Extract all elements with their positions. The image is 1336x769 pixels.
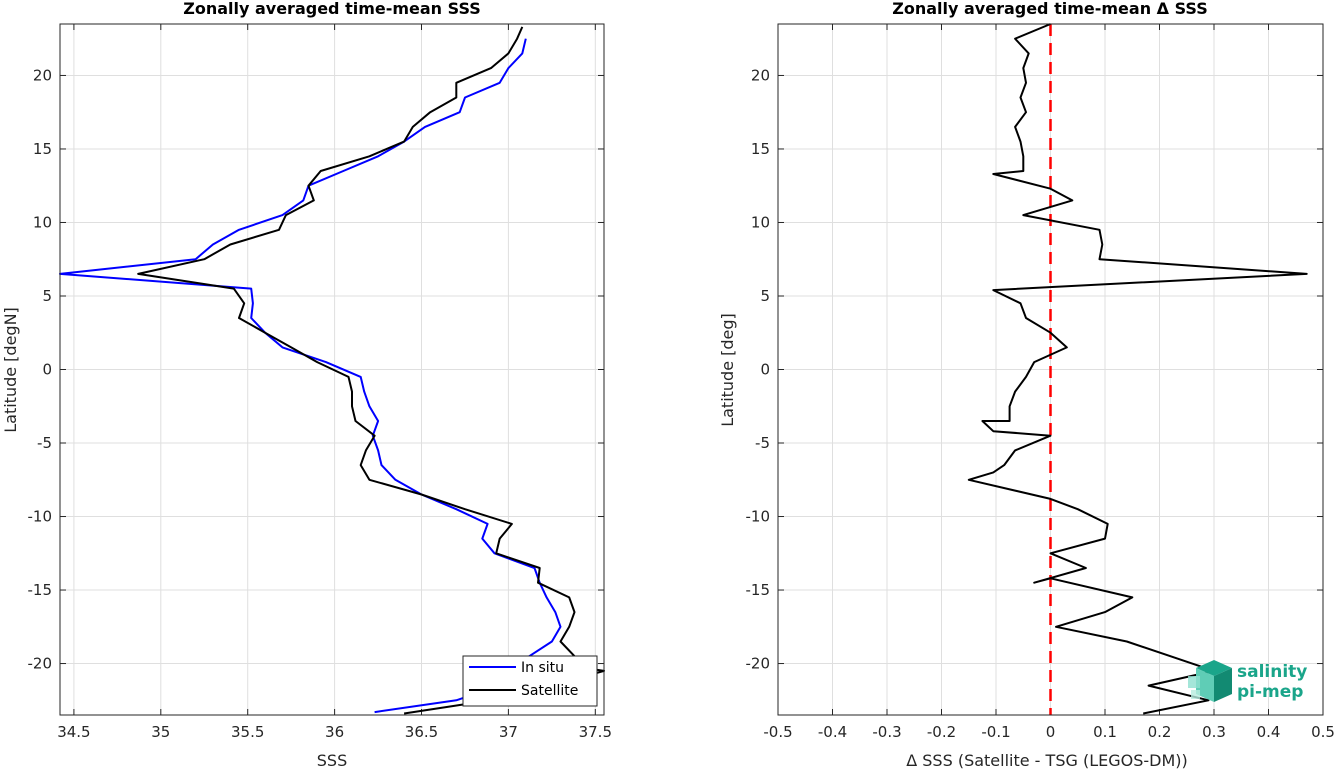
right-y-tick-label: 20 (751, 66, 770, 84)
right-series (967, 23, 1308, 715)
right-x-tick-label: 0.1 (1093, 723, 1117, 741)
left-y-tick-label: 0 (42, 361, 52, 379)
left-series-line-in-situ (59, 38, 562, 714)
right-x-tick-label: 0.5 (1311, 723, 1335, 741)
left-x-tick-label: 35 (151, 723, 170, 741)
left-y-tick-label: 5 (42, 287, 52, 305)
right-x-tick-label: -0.5 (763, 723, 792, 741)
left-x-tick-label: 34.5 (57, 723, 90, 741)
left-series-line-satellite (137, 26, 605, 715)
left-ticks: 34.5 35 35.5 36 36.5 37 37.5 -20 -15 -10 -5 0 5 10 15 2… (28, 24, 612, 741)
left-y-tick-label: 20 (33, 66, 52, 84)
left-x-tick-label: 35.5 (231, 723, 264, 741)
right-chart-title: Zonally averaged time-mean Δ SSS (892, 0, 1208, 18)
panel-delta-sss: Zonally averaged time-mean Δ SSS -0.5 -0.… (718, 0, 1335, 769)
left-x-tick-label: 37.5 (579, 723, 612, 741)
legend: In situ Satellite (462, 655, 598, 707)
right-y-tick-label: -20 (746, 655, 771, 673)
salinity-pi-mep-logo: salinity pi-mep (1188, 660, 1307, 702)
right-x-tick-label: -0.4 (818, 723, 847, 741)
right-y-tick-label: 10 (751, 213, 770, 231)
left-y-tick-label: -10 (28, 508, 53, 526)
left-y-tick-label: -15 (28, 581, 53, 599)
right-y-tick-label: -5 (755, 434, 770, 452)
left-axes-box (59, 23, 605, 716)
right-x-tick-label: 0.2 (1148, 723, 1172, 741)
left-chart-title: Zonally averaged time-mean SSS (183, 0, 481, 18)
legend-label-in-situ: In situ (521, 660, 564, 676)
left-y-tick-label: 15 (33, 140, 52, 158)
right-y-axis-label: Latitude [deg] (718, 313, 737, 427)
left-series (59, 26, 605, 715)
right-ticks: -0.5 -0.4 -0.3 -0.2 -0.1 0 0.1 0.2 0.3 0.4 0.5 -20 -… (746, 24, 1335, 741)
right-y-tick-label: 5 (760, 287, 770, 305)
left-y-tick-label: -20 (28, 655, 53, 673)
right-x-tick-label: 0.4 (1257, 723, 1281, 741)
legend-label-satellite: Satellite (521, 683, 578, 699)
right-axes-box (777, 23, 1324, 716)
right-x-tick-label: 0.3 (1202, 723, 1226, 741)
left-y-tick-label: 10 (33, 213, 52, 231)
left-x-tick-label: 36.5 (405, 723, 438, 741)
right-y-tick-label: -10 (746, 508, 771, 526)
right-y-tick-label: 15 (751, 140, 770, 158)
right-x-tick-label: -0.3 (872, 723, 901, 741)
left-x-axis-label: SSS (317, 751, 347, 769)
right-x-tick-label: -0.2 (927, 723, 956, 741)
legend-box (462, 655, 598, 707)
left-grid (60, 24, 604, 715)
logo-line2: pi-mep (1237, 682, 1303, 702)
right-y-tick-label: 0 (760, 361, 770, 379)
logo-cube-icon (1188, 660, 1232, 702)
right-y-tick-label: -15 (746, 581, 771, 599)
logo-line1: salinity (1237, 662, 1307, 682)
right-series-line-delta (967, 23, 1308, 715)
left-y-tick-label: -5 (37, 434, 52, 452)
left-x-tick-label: 36 (325, 723, 344, 741)
left-y-axis-label: Latitude [degN] (1, 307, 20, 433)
left-x-tick-label: 37 (499, 723, 518, 741)
right-x-axis-label: Δ SSS (Satellite - TSG (LEGOS-DM)) (906, 751, 1188, 769)
right-x-tick-label: -0.1 (981, 723, 1010, 741)
panel-sss: Zonally averaged time-mean SSS 34.5 35 35.… (1, 0, 612, 769)
right-x-tick-label: 0 (1046, 723, 1056, 741)
